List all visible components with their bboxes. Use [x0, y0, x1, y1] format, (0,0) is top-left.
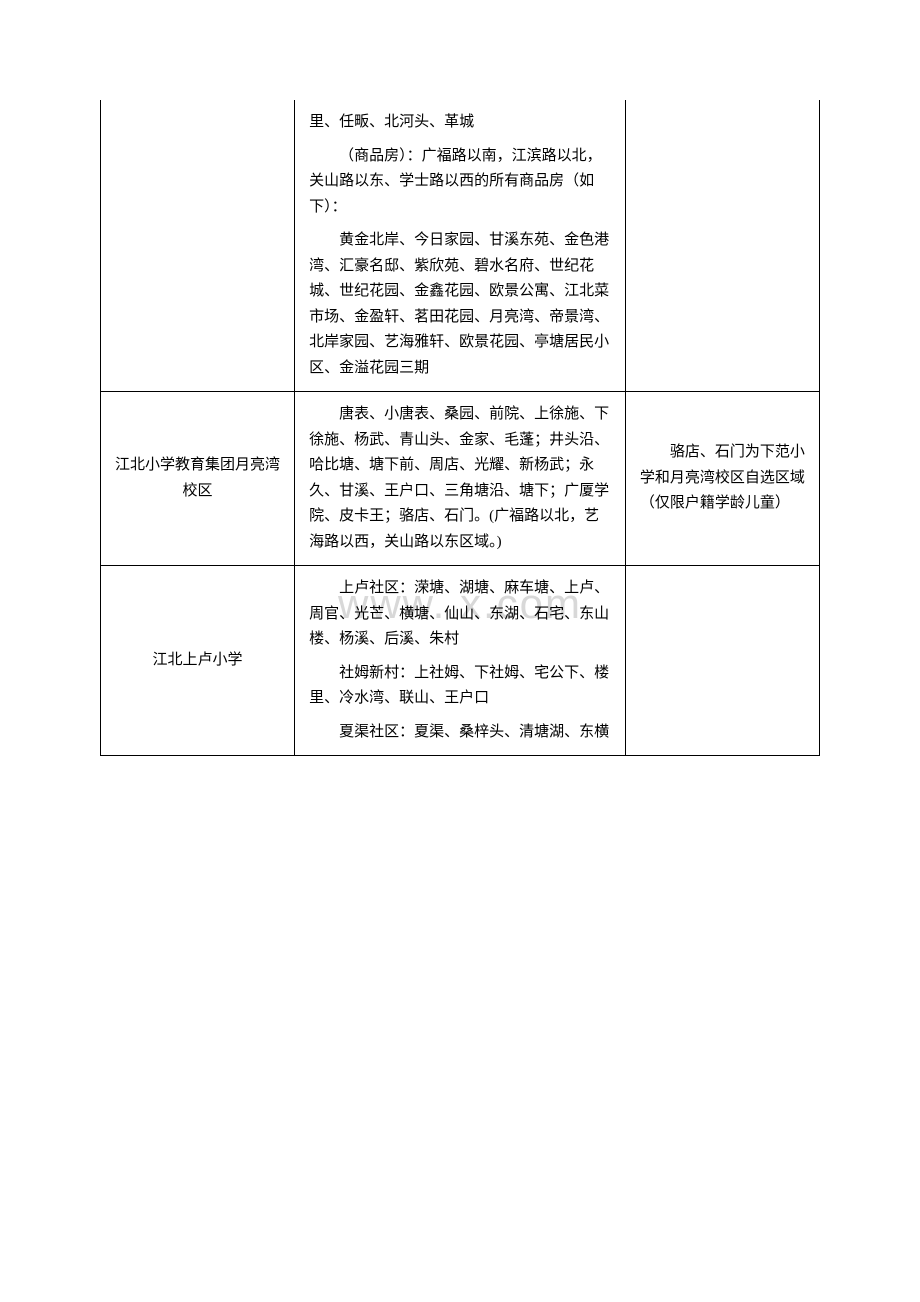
table-body: 里、任畈、北河头、革城 （商品房）：广福路以南，江滨路以北，关山路以东、学士路以西…	[101, 100, 820, 756]
school-name-cell: 江北小学教育集团月亮湾校区	[101, 392, 295, 566]
area-cell: 唐表、小唐表、桑园、前院、上徐施、下徐施、杨武、青山头、金家、毛蓬；井头沿、哈比…	[295, 392, 626, 566]
area-paragraph: 上卢社区：溁塘、湖塘、麻车塘、上卢、周官、光芒、横塘、仙山、东湖、石宅、东山楼、…	[309, 576, 611, 653]
school-name-cell	[101, 100, 295, 392]
school-name-cell: 江北上卢小学	[101, 566, 295, 756]
school-area-table: 里、任畈、北河头、革城 （商品房）：广福路以南，江滨路以北，关山路以东、学士路以西…	[100, 100, 820, 756]
table-row: 江北上卢小学上卢社区：溁塘、湖塘、麻车塘、上卢、周官、光芒、横塘、仙山、东湖、石…	[101, 566, 820, 756]
area-cell: 里、任畈、北河头、革城 （商品房）：广福路以南，江滨路以北，关山路以东、学士路以西…	[295, 100, 626, 392]
area-cell: 上卢社区：溁塘、湖塘、麻车塘、上卢、周官、光芒、横塘、仙山、东湖、石宅、东山楼、…	[295, 566, 626, 756]
area-paragraph: 社姆新村：上社姆、下社姆、宅公下、楼里、冷水湾、联山、王户口	[309, 661, 611, 712]
area-paragraph: 里、任畈、北河头、革城	[309, 110, 611, 136]
note-paragraph: 骆店、石门为下范小学和月亮湾校区自选区域（仅限户籍学龄儿童）	[640, 440, 805, 517]
note-cell	[625, 566, 819, 756]
area-paragraph: 唐表、小唐表、桑园、前院、上徐施、下徐施、杨武、青山头、金家、毛蓬；井头沿、哈比…	[309, 402, 611, 555]
note-cell	[625, 100, 819, 392]
area-paragraph: （商品房）：广福路以南，江滨路以北，关山路以东、学士路以西的所有商品房（如下）：	[309, 144, 611, 221]
area-paragraph: 黄金北岸、今日家园、甘溪东苑、金色港湾、汇豪名邸、紫欣苑、碧水名府、世纪花城、世…	[309, 228, 611, 381]
note-cell: 骆店、石门为下范小学和月亮湾校区自选区域（仅限户籍学龄儿童）	[625, 392, 819, 566]
table-row: 里、任畈、北河头、革城 （商品房）：广福路以南，江滨路以北，关山路以东、学士路以西…	[101, 100, 820, 392]
area-paragraph: 夏渠社区：夏渠、桑梓头、清塘湖、东横	[309, 720, 611, 746]
table-row: 江北小学教育集团月亮湾校区唐表、小唐表、桑园、前院、上徐施、下徐施、杨武、青山头…	[101, 392, 820, 566]
